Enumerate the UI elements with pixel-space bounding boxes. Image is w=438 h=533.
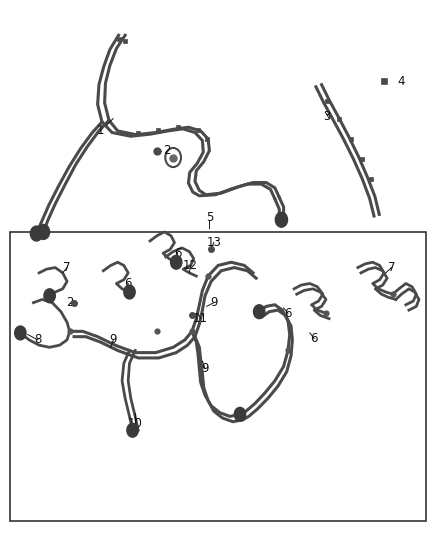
Circle shape (254, 305, 265, 319)
Circle shape (276, 212, 288, 227)
Text: 5: 5 (206, 211, 213, 224)
Text: 11: 11 (193, 312, 208, 325)
Circle shape (124, 285, 135, 299)
Text: 6: 6 (284, 307, 292, 320)
Text: 2: 2 (66, 296, 74, 309)
Text: 6: 6 (124, 277, 132, 290)
Text: 8: 8 (34, 333, 42, 346)
Text: 6: 6 (311, 332, 318, 345)
Text: 7: 7 (64, 261, 71, 274)
Circle shape (234, 407, 246, 421)
Circle shape (14, 326, 26, 340)
Text: 6: 6 (174, 247, 181, 260)
Text: 13: 13 (206, 236, 221, 249)
Circle shape (37, 224, 49, 239)
Circle shape (170, 255, 182, 269)
Text: 4: 4 (397, 75, 405, 88)
Bar (11, 232, 426, 521)
Text: 9: 9 (201, 362, 209, 375)
Text: 3: 3 (324, 110, 331, 123)
Circle shape (44, 289, 55, 303)
Text: 12: 12 (183, 259, 198, 272)
Text: 2: 2 (163, 144, 171, 157)
Text: 9: 9 (110, 333, 117, 346)
Text: 7: 7 (388, 261, 395, 274)
Text: 10: 10 (128, 417, 143, 430)
Text: 1: 1 (96, 124, 104, 138)
Circle shape (30, 226, 42, 241)
Circle shape (127, 423, 138, 437)
Text: 9: 9 (210, 296, 218, 309)
